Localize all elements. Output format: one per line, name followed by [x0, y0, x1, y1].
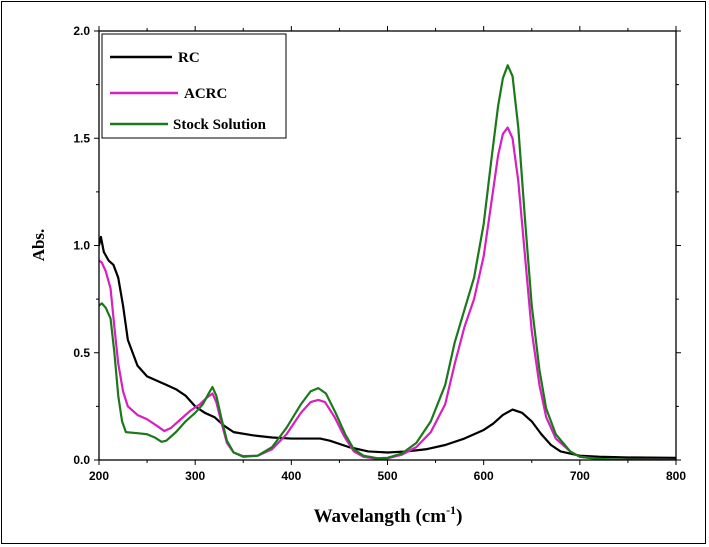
x-tick-label: 700 — [570, 469, 590, 483]
legend-label-2: Stock Solution — [173, 117, 267, 133]
legend-label-1: ACRC — [184, 86, 227, 102]
x-tick-label: 600 — [474, 469, 494, 483]
axes-layer: 200 300 400 500 600 700 800 0.0 0.5 1.0 1.5 2.0 — [73, 24, 686, 483]
x-tick-label: 400 — [281, 469, 301, 483]
series-line-0 — [99, 235, 676, 459]
y-axis-title: Abs. — [29, 229, 48, 262]
x-tick-label: 200 — [89, 469, 109, 483]
y-tick-label: 1.0 — [73, 239, 90, 253]
x-tick-label: 800 — [666, 469, 686, 483]
legend-box — [101, 33, 287, 139]
x-tick-label: 500 — [377, 469, 397, 483]
y-tick-label: 1.5 — [73, 131, 90, 145]
y-tick-label: 0.5 — [73, 346, 90, 360]
series-line-2 — [99, 64, 676, 460]
x-tick-label: 300 — [185, 469, 205, 483]
legend-label-0: RC — [178, 50, 200, 66]
legend: RC ACRC Stock Solution — [101, 33, 287, 139]
y-tick-label: 2.0 — [73, 24, 90, 38]
series-layer — [99, 64, 676, 460]
series-line-1 — [99, 126, 676, 460]
y-tick-label: 0.0 — [73, 453, 90, 467]
x-axis-title: Wavelangth (cm-1) — [314, 503, 463, 527]
